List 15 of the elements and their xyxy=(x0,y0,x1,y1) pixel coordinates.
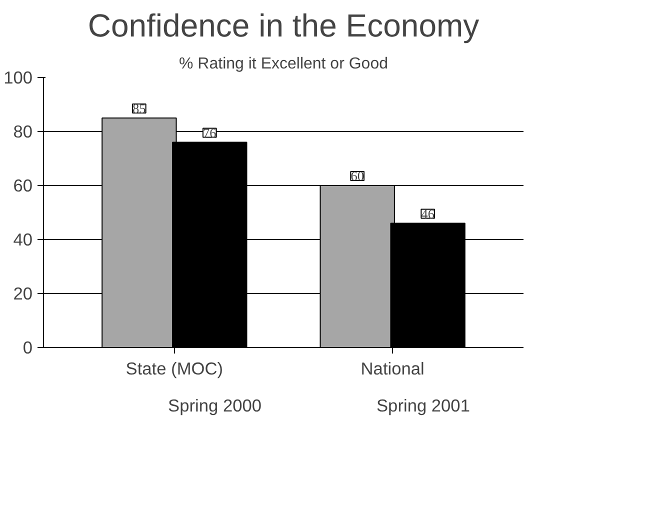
y-tick-label: 20 xyxy=(13,284,33,304)
chart-title: Confidence in the Economy xyxy=(88,8,480,44)
y-tick-label: 40 xyxy=(13,230,33,250)
chart-subtitle: % Rating it Excellent or Good xyxy=(179,56,388,72)
data-label: 76 xyxy=(202,125,217,140)
text: Spring 2001 xyxy=(376,396,470,416)
y-tick-label: 100 xyxy=(4,68,33,88)
data-label: 60 xyxy=(350,168,364,184)
x-tick-label: National xyxy=(360,358,424,378)
text: Spring 2000 xyxy=(168,396,262,416)
data-label: 85 xyxy=(132,101,146,116)
y-tick-label: 80 xyxy=(13,122,33,142)
x-tick-label: State (MOC) xyxy=(126,358,224,378)
y-tick-label: 0 xyxy=(22,338,33,358)
y-tick-label: 60 xyxy=(13,176,33,196)
